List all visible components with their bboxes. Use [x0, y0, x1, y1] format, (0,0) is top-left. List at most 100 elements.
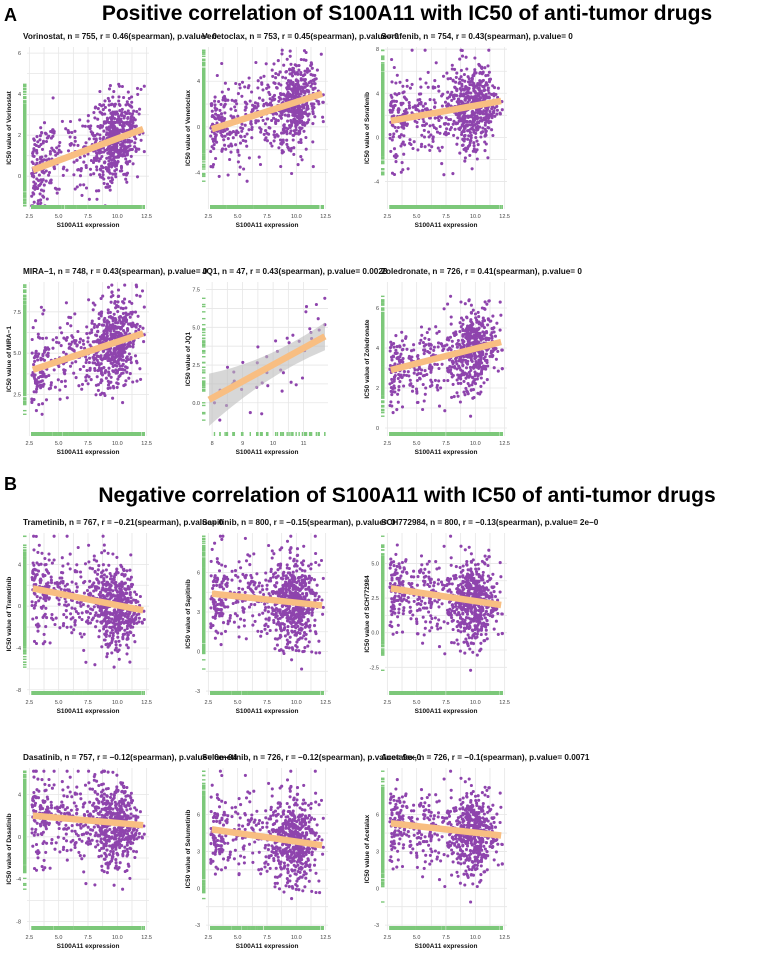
data-point: [128, 112, 131, 115]
data-point: [143, 150, 146, 153]
data-point: [32, 186, 35, 189]
data-point: [87, 120, 90, 123]
data-point: [79, 174, 82, 177]
data-point: [131, 112, 134, 115]
y-tick-label: 0: [18, 174, 21, 180]
data-point: [136, 93, 139, 96]
data-point: [111, 173, 114, 176]
data-point: [114, 172, 117, 175]
data-point: [70, 131, 73, 134]
data-point: [41, 148, 44, 151]
data-point: [135, 147, 138, 150]
data-point: [143, 85, 146, 88]
y-axis-label: IC50 value of Vorinostat: [6, 90, 13, 164]
data-point: [103, 122, 106, 125]
data-point: [118, 109, 121, 112]
data-point: [127, 91, 130, 94]
data-point: [92, 172, 95, 175]
data-point: [69, 143, 72, 146]
data-point: [97, 107, 100, 110]
data-point: [98, 90, 101, 93]
data-point: [48, 171, 51, 174]
data-point: [35, 151, 38, 154]
data-point: [107, 176, 110, 179]
data-point: [55, 188, 58, 191]
data-point: [113, 105, 116, 108]
data-point: [106, 183, 109, 186]
data-point: [69, 135, 72, 138]
data-point: [110, 176, 113, 179]
data-point: [102, 108, 105, 111]
data-point: [31, 191, 34, 194]
data-point: [85, 186, 88, 189]
data-point: [99, 111, 102, 114]
data-point: [35, 144, 38, 147]
plot-title: Vorinostat, n = 755, r = 0.46(spearman),…: [23, 32, 217, 41]
data-point: [130, 115, 133, 118]
figure: A Positive correlation of S100A11 with I…: [0, 0, 784, 950]
y-tick-label: 2: [18, 133, 21, 139]
data-point: [49, 150, 52, 153]
data-point: [62, 167, 65, 170]
data-point: [82, 161, 85, 164]
data-point: [126, 172, 129, 175]
data-point: [50, 147, 53, 150]
x-axis-label: S100A11 expression: [57, 222, 120, 229]
data-point: [110, 121, 113, 124]
data-point: [58, 141, 61, 144]
data-point: [106, 117, 109, 120]
data-point: [97, 160, 100, 163]
data-point: [124, 121, 127, 124]
data-point: [101, 113, 104, 116]
data-point: [104, 149, 107, 152]
data-point: [93, 159, 96, 162]
data-point: [39, 202, 42, 205]
data-point: [99, 175, 102, 178]
data-point: [138, 112, 141, 115]
data-point: [107, 159, 110, 162]
data-point: [102, 177, 105, 180]
data-point: [124, 157, 127, 160]
data-point: [96, 118, 99, 121]
data-point: [39, 126, 42, 129]
data-point: [62, 174, 65, 177]
data-point: [88, 137, 91, 140]
data-point: [98, 103, 101, 106]
data-point: [103, 160, 106, 163]
data-point: [118, 104, 121, 107]
data-point: [96, 152, 99, 155]
panel-b-label: B: [4, 474, 17, 494]
data-point: [120, 169, 123, 172]
data-point: [139, 88, 142, 91]
data-point: [76, 144, 79, 147]
data-point: [114, 113, 117, 116]
data-point: [128, 124, 131, 127]
data-point: [49, 179, 52, 182]
data-point: [106, 152, 109, 155]
rug-mark-y: [23, 94, 27, 95]
data-point: [93, 116, 96, 119]
data-point: [31, 160, 34, 163]
data-point: [65, 169, 68, 172]
data-point: [96, 125, 99, 128]
data-point: [76, 185, 79, 188]
data-point: [122, 96, 125, 99]
data-point: [72, 173, 75, 176]
panel-b-heading: Negative correlation of S100A11 with IC5…: [98, 484, 715, 507]
data-point: [54, 154, 57, 157]
data-point: [130, 95, 133, 98]
data-point: [110, 146, 113, 149]
data-point: [110, 103, 113, 106]
data-point: [33, 155, 36, 158]
data-point: [133, 141, 136, 144]
data-point: [47, 174, 50, 177]
data-point: [61, 120, 64, 123]
data-point: [95, 155, 98, 158]
data-point: [124, 178, 127, 181]
data-point: [84, 141, 87, 144]
data-point: [109, 180, 112, 183]
data-point: [39, 192, 42, 195]
panel-a-label: A: [4, 5, 17, 25]
data-point: [58, 144, 61, 147]
data-point: [108, 157, 111, 160]
